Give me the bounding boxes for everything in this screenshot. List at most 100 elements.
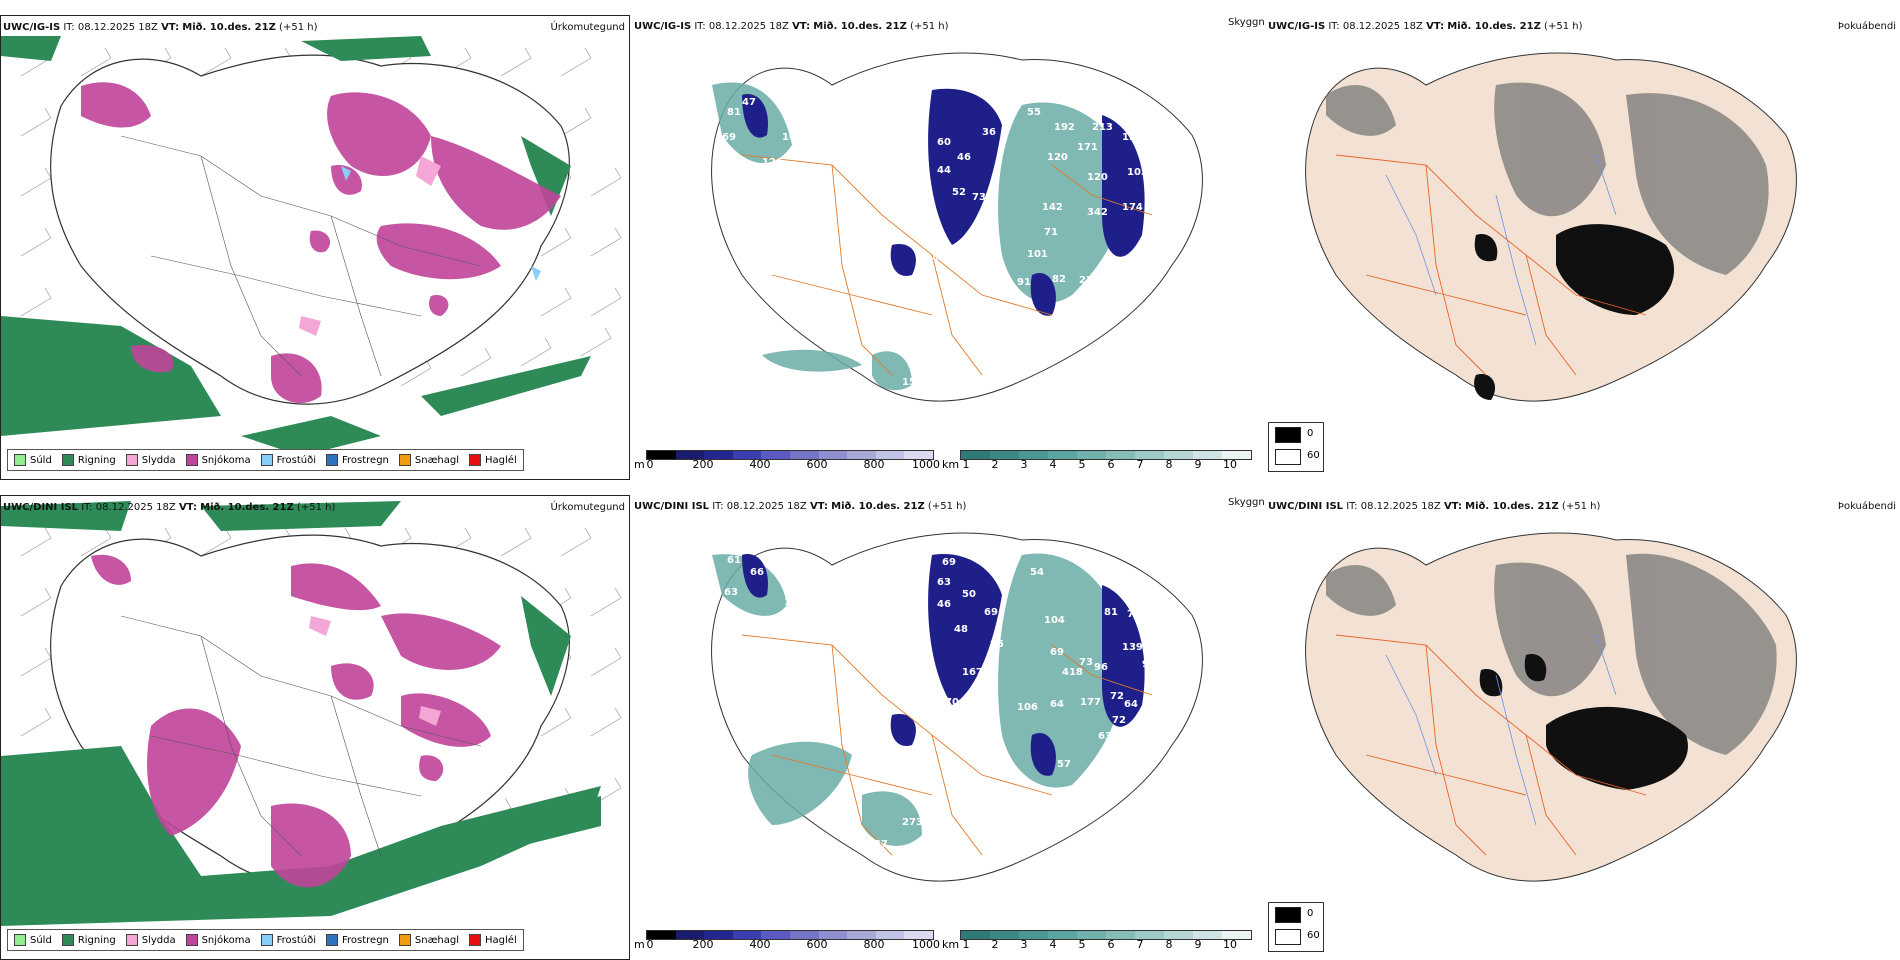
vis-label: 174 bbox=[1122, 202, 1143, 213]
vis-label: 71 bbox=[1044, 227, 1058, 238]
vis-label: 103 bbox=[1127, 167, 1148, 178]
vis-label: 171 bbox=[1077, 142, 1098, 153]
vis-label: 90 bbox=[1142, 659, 1156, 670]
vis-label: 9 bbox=[777, 165, 784, 176]
vis-label: 139 bbox=[1122, 642, 1143, 653]
fog-dark-areas bbox=[1474, 224, 1675, 400]
vis-label: 69 bbox=[984, 607, 998, 618]
roads bbox=[120, 135, 482, 377]
vis-label: 48 bbox=[1152, 615, 1166, 626]
vis-label: 96 bbox=[1094, 662, 1108, 673]
vis-label: 73 bbox=[1104, 569, 1118, 580]
panel-title-precip-2: Úrkomutegund bbox=[550, 502, 625, 513]
rivers bbox=[1385, 154, 1617, 346]
precip-legend-2: Súld Rigning Slydda Snjókoma Frostúði Fr… bbox=[7, 929, 524, 951]
rain-areas bbox=[1, 36, 591, 456]
fog-legend-2: 0 60 bbox=[1268, 902, 1324, 952]
visibility-panel-1: 47 81 69 107 126 9 2 60 46 36 44 52 73 8… bbox=[632, 15, 1264, 480]
vis-label: 73 bbox=[1079, 657, 1093, 668]
vis-label: 54 bbox=[1057, 332, 1071, 343]
vis-label: 46 bbox=[937, 599, 951, 610]
visibility-map-1: 47 81 69 107 126 9 2 60 46 36 44 52 73 8… bbox=[711, 52, 1203, 402]
roads bbox=[120, 615, 482, 857]
sleet-areas bbox=[309, 616, 441, 726]
vis-label: 272 bbox=[1079, 275, 1100, 286]
vis-label: 83 bbox=[982, 207, 996, 218]
vis-label: 72 bbox=[1127, 277, 1141, 288]
vis-label: 99 bbox=[1172, 225, 1186, 236]
panel-title-fog-2: Þokuábendi bbox=[1837, 501, 1896, 512]
vis-label: 177 bbox=[1080, 697, 1101, 708]
vis-label: 71 bbox=[1078, 549, 1092, 560]
vis-label: 157 bbox=[902, 377, 923, 388]
vis-label: 56 bbox=[1177, 172, 1191, 183]
vis-label: 167 bbox=[962, 667, 983, 678]
sleet-areas bbox=[299, 156, 441, 336]
ceiling-colorbar-2: m 0 200 400 600 800 1000 bbox=[634, 928, 940, 954]
vis-label: 50 bbox=[962, 589, 976, 600]
vis-label: 73 bbox=[1127, 609, 1141, 620]
visibility-labels: 47 81 69 107 126 9 2 60 46 36 44 52 73 8… bbox=[722, 97, 1191, 388]
fog-gray-areas bbox=[1326, 553, 1777, 755]
vis-label: 85 bbox=[990, 639, 1004, 650]
vis-label: 60 bbox=[937, 137, 951, 148]
precip-map-1 bbox=[1, 36, 622, 456]
vis-label: 54 bbox=[1030, 567, 1044, 578]
vis-label: 273 bbox=[902, 817, 923, 828]
vis-label: 63 bbox=[1098, 731, 1112, 742]
vis-label: 48 bbox=[954, 624, 968, 635]
vis-label: 63 bbox=[937, 577, 951, 588]
vis-label: 11 bbox=[784, 597, 798, 608]
vis-label: 64 bbox=[1124, 699, 1138, 710]
roads bbox=[1335, 634, 1647, 856]
vis-label: 70 bbox=[945, 697, 959, 708]
vis-label: 123 bbox=[1122, 132, 1143, 143]
run-header-2b: UWC/DINI ISL IT: 08.12.2025 18Z VT: Mið.… bbox=[634, 501, 967, 512]
vis-label: 126 bbox=[762, 157, 783, 168]
vis-label: 72 bbox=[1112, 715, 1126, 726]
roads bbox=[741, 634, 1153, 856]
vis-label: 73 bbox=[1157, 287, 1171, 298]
panel-title-visibility-2: Skyggni bbox=[1228, 497, 1264, 508]
vis-label: 66 bbox=[750, 567, 764, 578]
panel-title-visibility-1: Skyggni bbox=[1228, 17, 1264, 28]
vis-label: 69 bbox=[722, 132, 736, 143]
rain-areas bbox=[1, 501, 601, 926]
roads bbox=[741, 154, 1153, 376]
visibility-map-2: 56 61 66 63 11 69 47 63 54 46 50 48 69 8… bbox=[711, 532, 1203, 882]
run-header-1: UWC/IG-IS IT: 08.12.2025 18Z VT: Mið. 10… bbox=[3, 22, 318, 33]
fog-panel-1: UWC/IG-IS IT: 08.12.2025 18Z VT: Mið. 10… bbox=[1266, 15, 1900, 480]
fog-dark-areas bbox=[1479, 654, 1688, 790]
fog-map-2 bbox=[1305, 532, 1797, 882]
precip-type-panel-1: UWC/IG-IS IT: 08.12.2025 18Z VT: Mið. 10… bbox=[0, 15, 630, 480]
vis-label: 69 bbox=[1144, 262, 1158, 273]
vis-label: 2 bbox=[787, 192, 794, 203]
vis-label: 56 bbox=[732, 542, 746, 553]
vis-label: 82 bbox=[1052, 274, 1066, 285]
ceiling-areas bbox=[742, 554, 1145, 776]
vis-label: 192 bbox=[1054, 122, 1075, 133]
run-header-1b: UWC/IG-IS IT: 08.12.2025 18Z VT: Mið. 10… bbox=[634, 21, 949, 32]
precip-type-panel-2: UWC/DINI ISL IT: 08.12.2025 18Z VT: Mið.… bbox=[0, 495, 630, 960]
vis-label: 73 bbox=[972, 192, 986, 203]
vis-label: 77 bbox=[1147, 157, 1161, 168]
run-header-1c: UWC/IG-IS IT: 08.12.2025 18Z VT: Mið. 10… bbox=[1268, 21, 1583, 32]
vis-label: 52 bbox=[952, 187, 966, 198]
vis-label: 64 bbox=[1050, 699, 1064, 710]
vis-label: 137 bbox=[867, 839, 888, 850]
visibility-colorbar-2: km 1 2 3 4 5 6 7 8 9 10 bbox=[942, 928, 1262, 954]
precip-map-2 bbox=[1, 501, 622, 926]
fog-gray-areas bbox=[1326, 82, 1769, 275]
vis-label: 101 bbox=[1027, 249, 1048, 260]
vis-label: 44 bbox=[1175, 617, 1189, 628]
panel-title-fog-1: Þokuábendi bbox=[1837, 21, 1896, 32]
ceiling-areas bbox=[742, 88, 1145, 316]
vis-label: 47 bbox=[982, 559, 996, 570]
ceiling-colorbar-1: m 0 200 400 600 800 1000 bbox=[634, 448, 940, 474]
snow-areas bbox=[81, 82, 561, 404]
visibility-colorbar-1: km 1 2 3 4 5 6 7 8 9 10 bbox=[942, 448, 1262, 474]
vis-label: 342 bbox=[1087, 207, 1108, 218]
fog-legend-1: 0 60 bbox=[1268, 422, 1324, 472]
fog-panel-2: UWC/DINI ISL IT: 08.12.2025 18Z VT: Mið.… bbox=[1266, 495, 1900, 960]
vis-label: 57 bbox=[1057, 759, 1071, 770]
